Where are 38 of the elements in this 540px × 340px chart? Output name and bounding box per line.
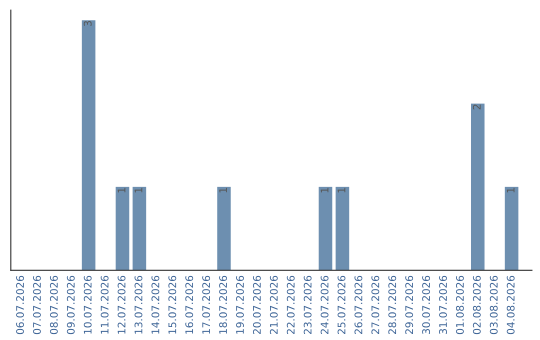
data-label: 1 [506,188,514,192]
x-tick-label: 21.07.2026 [270,276,278,334]
data-label: 1 [219,188,227,192]
data-label: 1 [320,188,328,192]
x-tick-label: 07.07.2026 [33,276,41,334]
x-tick-label: 10.07.2026 [84,276,92,334]
x-tick-label: 13.07.2026 [134,276,142,334]
x-tick-label: 26.07.2026 [354,276,362,334]
x-tick-label: 15.07.2026 [168,276,176,334]
data-label: 1 [338,188,346,192]
x-tick-label: 06.07.2026 [16,276,24,334]
x-tick-label: 18.07.2026 [219,276,227,334]
data-label: 1 [134,188,142,192]
x-tick-label: 01.08.2026 [456,276,464,334]
x-tick-label: 25.07.2026 [338,276,346,334]
x-tick-label: 16.07.2026 [185,276,194,334]
data-label: 3 [84,21,92,26]
x-tick-label: 04.08.2026 [506,276,515,334]
x-tick-label: 19.07.2026 [236,276,244,334]
x-tick-label: 14.07.2026 [151,276,160,334]
x-tick-label: 11.07.2026 [100,276,109,334]
x-tick-label: 22.07.2026 [286,276,295,334]
x-tick-label: 02.08.2026 [472,276,481,334]
x-tick-label: 27.07.2026 [371,276,380,334]
x-tick-label: 30.07.2026 [422,276,430,334]
x-tick-label: 08.07.2026 [50,276,58,334]
x-tick-label: 20.07.2026 [252,276,261,334]
x-tick-label: 23.07.2026 [304,276,312,334]
x-tick-label: 29.07.2026 [405,276,414,334]
data-label: 2 [472,104,481,110]
x-tick-label: 09.07.2026 [66,276,75,334]
x-tick-label: 12.07.2026 [118,276,126,334]
x-tick-label: 24.07.2026 [320,276,329,334]
x-tick-label: 03.08.2026 [490,276,498,334]
x-tick-label: 17.07.2026 [202,276,210,334]
x-tick-label: 31.07.2026 [439,276,447,334]
x-tick-label: 28.07.2026 [388,276,396,334]
data-label: 1 [118,188,126,192]
